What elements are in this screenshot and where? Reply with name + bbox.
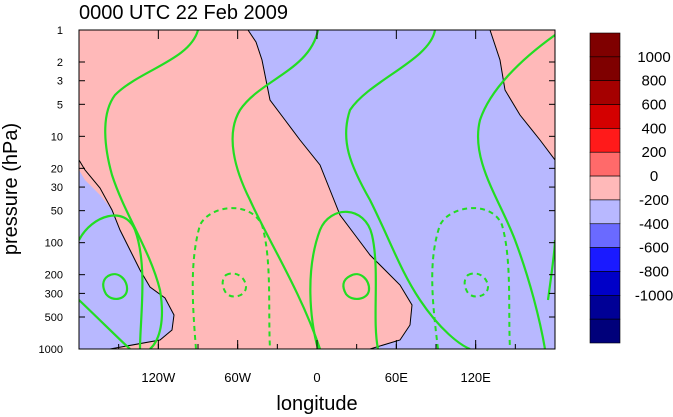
- x-axis-label: longitude: [276, 393, 357, 415]
- colorbar-swatch: [589, 223, 621, 248]
- y-tick-label: 20: [51, 163, 63, 175]
- colorbar-swatch: [589, 295, 621, 320]
- colorbar-swatch: [589, 175, 621, 201]
- y-tick-label: 10: [51, 131, 63, 143]
- colorbar-swatch: [589, 80, 621, 105]
- chart-title: 0000 UTC 22 Feb 2009: [79, 2, 288, 24]
- y-tick-label: 2: [57, 57, 63, 69]
- y-tick-label: 3: [57, 76, 63, 88]
- positive-contour-closed-west: [102, 273, 129, 300]
- y-tick-label: 50: [51, 206, 63, 218]
- colorbar-label: 600: [641, 97, 666, 114]
- colorbar-label: 0: [650, 168, 658, 185]
- colorbar-swatch: [589, 128, 621, 153]
- colorbar-label: -200: [639, 192, 669, 209]
- y-tick-label: 200: [45, 270, 63, 282]
- colorbar-label: -1000: [635, 287, 673, 304]
- zero-contour-line-southwest: [79, 159, 175, 349]
- y-tick-label: 1000: [39, 344, 63, 356]
- colorbar-swatch: [589, 104, 621, 129]
- colorbar-swatch: [589, 151, 621, 177]
- positive-shading-region-east: [490, 30, 555, 160]
- x-tick-label: 60E: [385, 370, 408, 385]
- y-axis: 1 2 3 5 10 20 30 50 100 200 300 500 1000: [39, 25, 555, 356]
- zero-contour-line-east: [489, 30, 555, 161]
- positive-contour-closed-east: [342, 273, 371, 300]
- colorbar: 1000 800 600 400 200 0 -200 -400 -600 -800 -1000: [589, 32, 673, 344]
- x-tick-label: 0: [313, 370, 320, 385]
- y-tick-label: 5: [57, 99, 63, 111]
- y-axis-label: pressure (hPa): [0, 123, 22, 255]
- y-tick-label: 300: [45, 288, 63, 300]
- colorbar-swatch: [589, 199, 621, 225]
- colorbar-swatch: [589, 56, 621, 81]
- colorbar-swatch: [589, 247, 621, 272]
- x-tick-label: 120E: [460, 370, 491, 385]
- colorbar-label: 800: [641, 73, 666, 90]
- y-tick-label: 500: [45, 312, 63, 324]
- y-tick-label: 1: [57, 25, 63, 37]
- negative-shading-region-southwest: [79, 340, 110, 349]
- colorbar-label: 200: [641, 144, 666, 161]
- colorbar-swatch: [589, 32, 621, 58]
- x-axis: 120W 60W 0 60E 120E: [118, 30, 516, 385]
- zero-contour-line-west: [247, 30, 413, 349]
- y-tick-label: 30: [51, 182, 63, 194]
- x-tick-label: 60W: [224, 370, 251, 385]
- colorbar-label: 400: [641, 120, 666, 137]
- y-tick-label: 100: [45, 238, 63, 250]
- colorbar-swatch: [589, 271, 621, 296]
- colorbar-label: -800: [639, 263, 669, 280]
- colorbar-swatch: [589, 318, 621, 344]
- colorbar-label: 1000: [637, 49, 670, 66]
- plot-area: [79, 30, 555, 349]
- colorbar-label: -400: [639, 216, 669, 233]
- positive-contours: [79, 30, 555, 349]
- colorbar-label: -600: [639, 240, 669, 257]
- negative-contours: [191, 207, 511, 349]
- x-tick-label: 120W: [141, 370, 176, 385]
